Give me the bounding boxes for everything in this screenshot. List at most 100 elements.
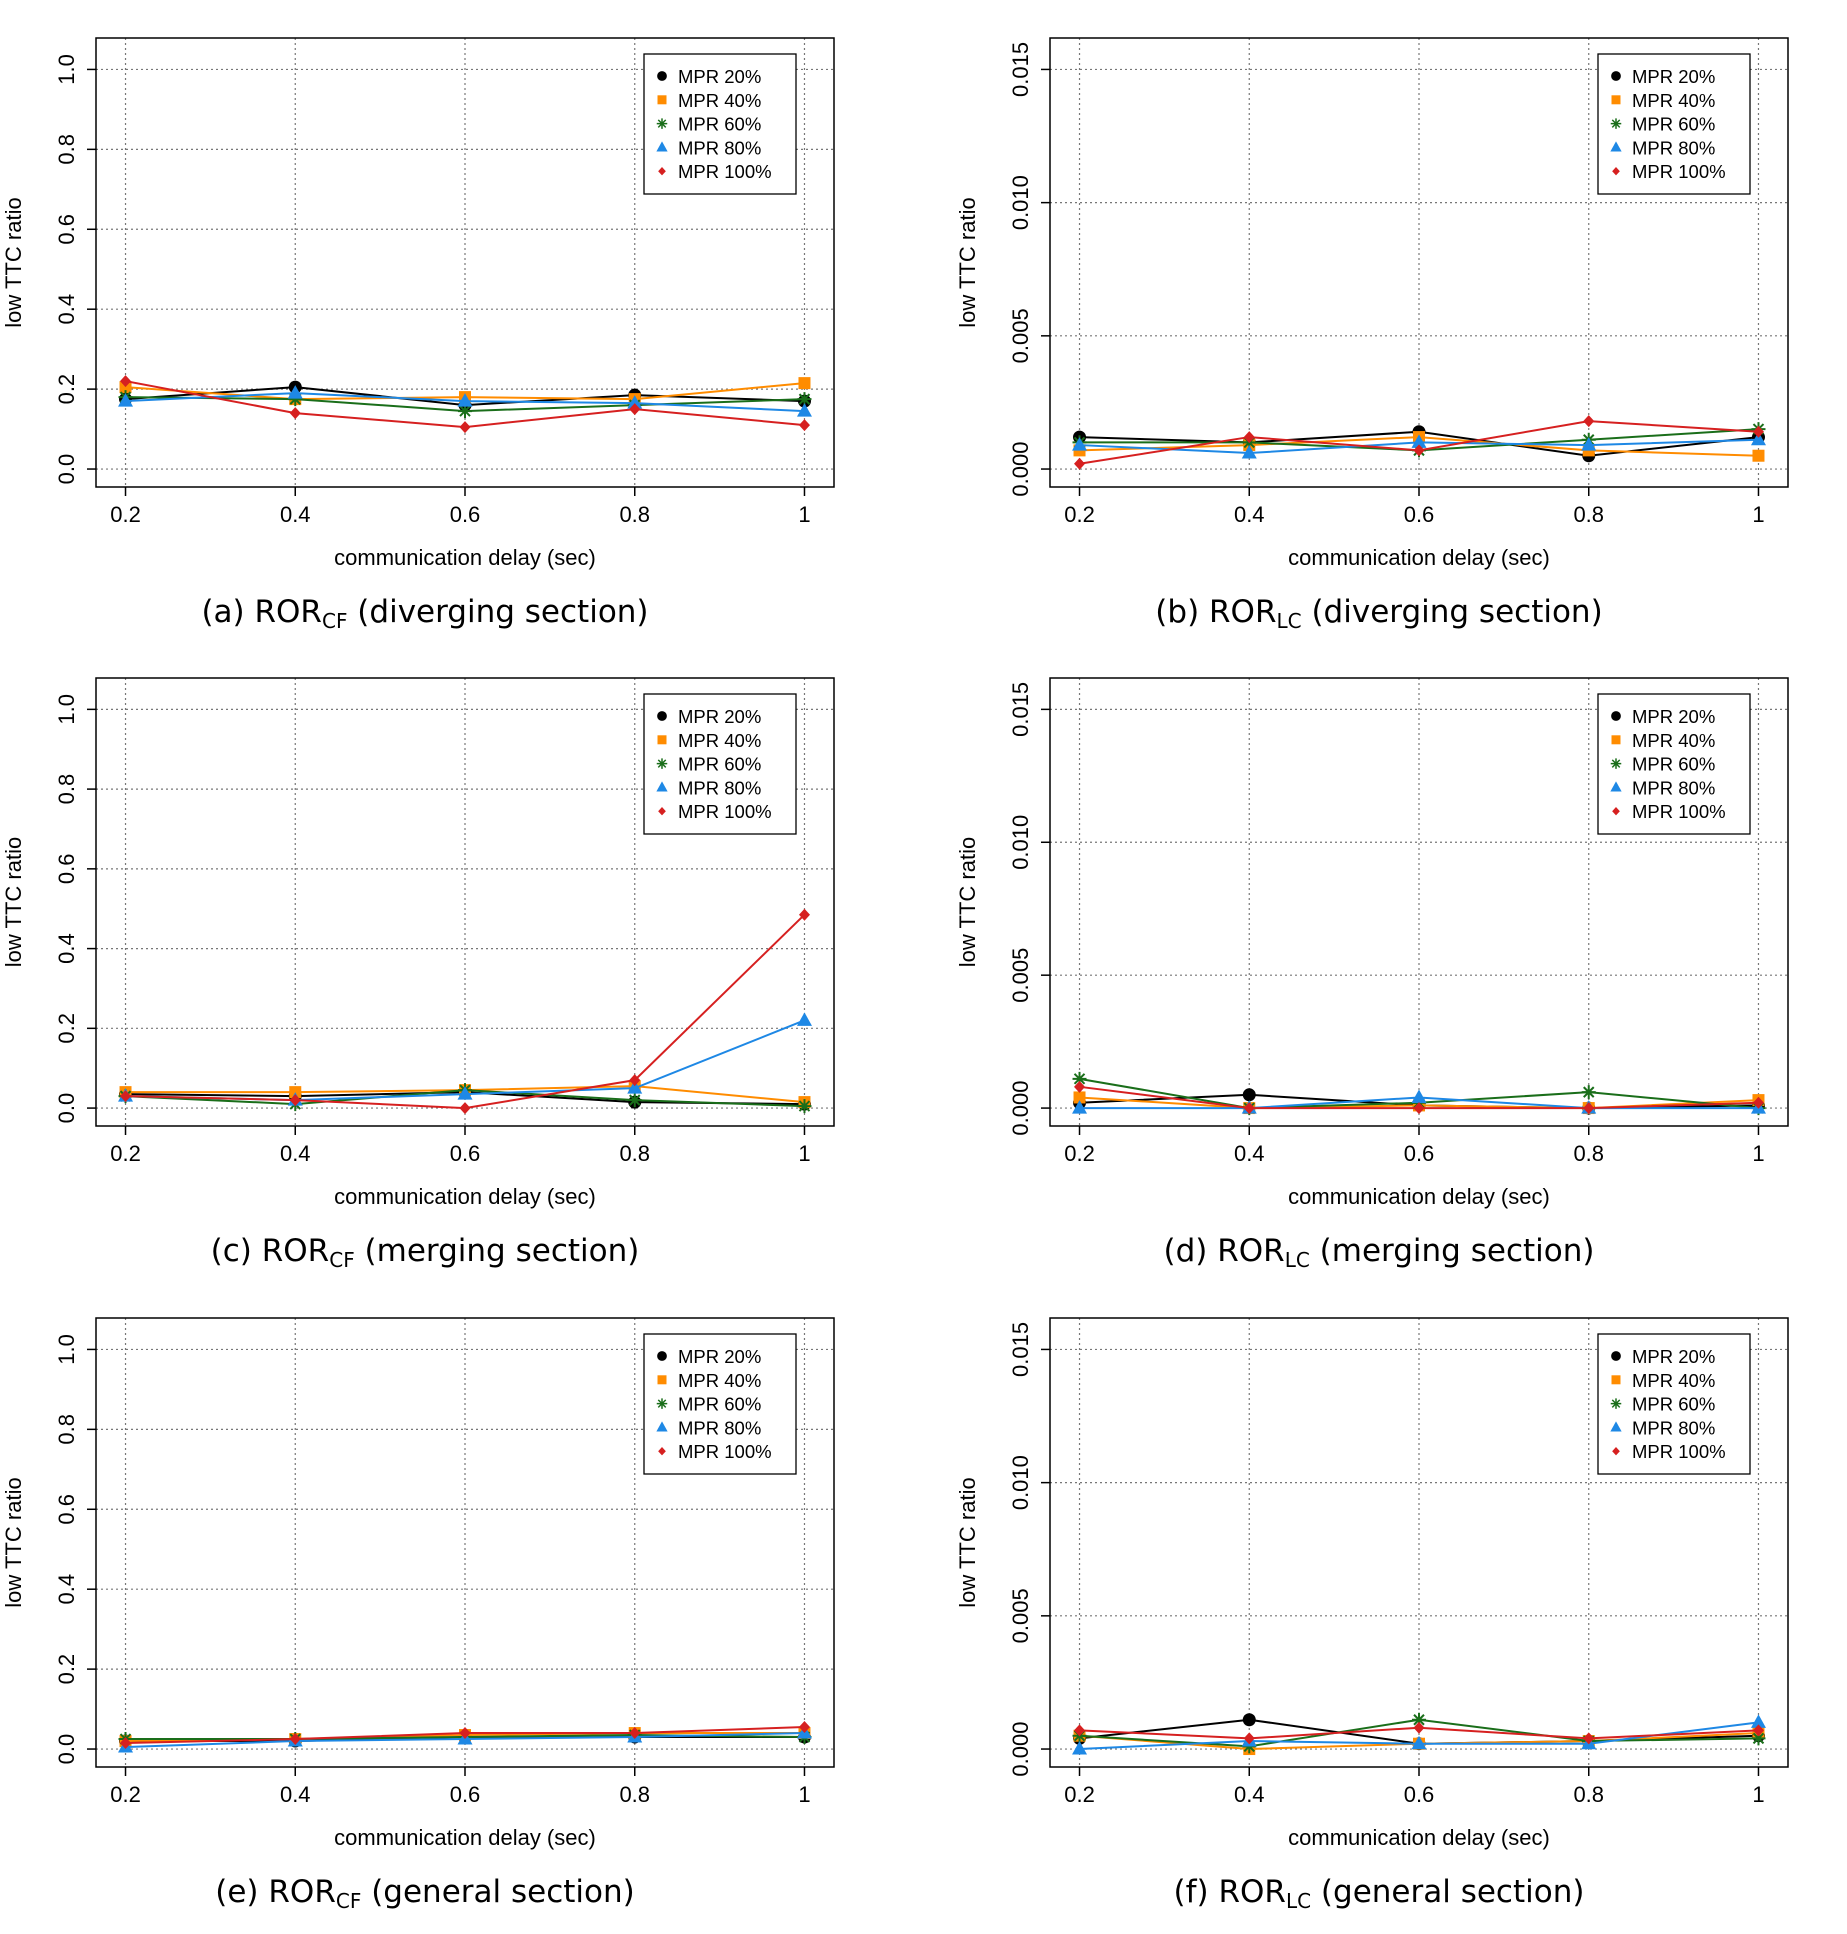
- legend-label: MPR 60%: [678, 114, 761, 135]
- x-tick-label: 1: [798, 502, 810, 527]
- legend-marker: [1610, 1421, 1622, 1432]
- data-point: [1243, 1102, 1255, 1115]
- caption-suffix: (diverging section): [1302, 594, 1603, 630]
- data-point: [287, 385, 303, 399]
- legend-marker-group: [1610, 781, 1622, 792]
- legend-box: [1597, 53, 1751, 195]
- legend-marker-group: [656, 1398, 668, 1409]
- data-point: [118, 393, 134, 407]
- legend-label: MPR 100%: [678, 801, 772, 822]
- data-point: [1413, 1721, 1425, 1734]
- legend-box: [1597, 693, 1751, 835]
- y-tick-label: 0.000: [1008, 442, 1033, 497]
- y-tick-label: 0.0: [54, 1093, 79, 1124]
- legend-label: MPR 40%: [1632, 90, 1715, 111]
- y-tick-label: 0.005: [1008, 1588, 1033, 1643]
- caption-prefix: (f) ROR: [1174, 1874, 1286, 1910]
- caption-suffix: (merging section): [1310, 1233, 1595, 1269]
- caption-prefix: (c) ROR: [211, 1233, 330, 1269]
- x-tick-label: 0.8: [1573, 1141, 1604, 1166]
- y-tick-label: 0.010: [1008, 1455, 1033, 1510]
- legend-marker: [657, 711, 667, 721]
- legend-marker-group: [1610, 758, 1622, 769]
- legend-label: MPR 100%: [1632, 801, 1726, 822]
- caption-subscript: CF: [336, 1889, 361, 1913]
- legend-marker: [656, 141, 668, 152]
- legend-label: MPR 100%: [1632, 1441, 1726, 1462]
- legend-marker-group: [1611, 1375, 1621, 1385]
- x-tick-label: 0.4: [280, 502, 311, 527]
- legend-label: MPR 40%: [1632, 730, 1715, 751]
- x-tick-label: 0.8: [619, 502, 650, 527]
- data-point: [459, 1727, 471, 1740]
- legend-marker-group: [656, 118, 668, 129]
- data-point: [798, 419, 810, 432]
- y-tick-label: 0.8: [54, 134, 79, 165]
- y-tick-label: 0.010: [1008, 815, 1033, 870]
- data-point: [1242, 1713, 1256, 1727]
- legend-label: MPR 80%: [678, 137, 761, 158]
- legend-marker-group: [1611, 1351, 1621, 1361]
- x-tick-label: 1: [798, 1141, 810, 1166]
- x-tick-label: 0.8: [619, 1782, 650, 1807]
- x-tick-label: 0.2: [110, 502, 141, 527]
- y-tick-label: 0.000: [1008, 1722, 1033, 1777]
- data-point: [797, 1099, 812, 1114]
- legend-label: MPR 40%: [678, 1370, 761, 1391]
- x-tick-label: 0.8: [1573, 502, 1604, 527]
- x-tick-label: 0.6: [1404, 502, 1435, 527]
- legend-marker-group: [1611, 95, 1621, 105]
- data-point: [1411, 434, 1427, 448]
- data-point: [1412, 1712, 1426, 1727]
- chart-panel-4: 0.2 0.4 0.6 0.8 1 0.0 0.2 0.4 0.6 0.8 1.0 communica…: [1, 1317, 835, 1913]
- panel-caption: (a) RORCF (diverging section): [201, 594, 648, 633]
- x-tick-label: 0.2: [1064, 1782, 1095, 1807]
- data-point: [1750, 1714, 1766, 1728]
- legend-label: MPR 20%: [678, 1346, 761, 1367]
- data-point: [1752, 1724, 1764, 1737]
- data-point: [459, 421, 471, 434]
- data-point: [627, 395, 643, 409]
- data-point: [1752, 1096, 1764, 1109]
- legend-marker-group: [657, 95, 667, 105]
- caption-prefix: (e) ROR: [215, 1874, 336, 1910]
- y-tick-label: 0.2: [54, 1013, 79, 1044]
- data-point: [459, 1102, 471, 1115]
- y-tick-label: 0.000: [1008, 1081, 1033, 1136]
- legend: MPR 20% MPR 40% MPR 60%MPR 80% MPR 100%: [1597, 693, 1751, 835]
- y-tick-label: 0.005: [1008, 308, 1033, 363]
- x-tick-label: 0.2: [110, 1782, 141, 1807]
- x-axis-label: communication delay (sec): [1288, 545, 1550, 570]
- legend-label: MPR 20%: [1632, 706, 1715, 727]
- y-tick-label: 0.015: [1008, 1322, 1033, 1377]
- data-point: [1413, 1102, 1425, 1115]
- y-axis-label: low TTC ratio: [1, 1477, 26, 1607]
- panel-caption: (d) RORLC (merging section): [1164, 1233, 1595, 1272]
- y-tick-label: 0.015: [1008, 42, 1033, 97]
- legend-label: MPR 80%: [1632, 1417, 1715, 1438]
- data-point: [1581, 437, 1597, 451]
- x-tick-label: 0.4: [280, 1141, 311, 1166]
- caption-suffix: (diverging section): [347, 594, 648, 630]
- legend-marker-group: [1610, 1398, 1622, 1409]
- chart-panel-2: 0.2 0.4 0.6 0.8 1 0.0 0.2 0.4 0.6 0.8 1.0 communica…: [1, 677, 835, 1272]
- y-tick-label: 0.0: [54, 1734, 79, 1765]
- x-tick-label: 0.8: [1573, 1782, 1604, 1807]
- data-point: [796, 1012, 812, 1026]
- caption-suffix: (general section): [361, 1874, 634, 1910]
- legend-marker: [656, 1421, 668, 1432]
- legend-marker: [1611, 1375, 1621, 1385]
- y-tick-label: 1.0: [54, 54, 79, 85]
- chart-panel-5: 0.2 0.4 0.6 0.8 1 0.000 0.005 0.010 0.015 communi…: [955, 1317, 1789, 1913]
- legend-marker: [658, 1446, 666, 1456]
- x-tick-label: 0.4: [1234, 502, 1265, 527]
- legend-marker: [1611, 711, 1621, 721]
- legend-marker: [656, 118, 668, 129]
- x-tick-label: 1: [798, 1782, 810, 1807]
- y-tick-label: 0.015: [1008, 682, 1033, 737]
- legend-marker: [1610, 118, 1622, 129]
- legend-box: [643, 693, 797, 835]
- data-point: [1751, 1731, 1766, 1746]
- legend: MPR 20% MPR 40% MPR 60%MPR 80% MPR 100%: [1597, 1333, 1751, 1475]
- legend-label: MPR 20%: [1632, 66, 1715, 87]
